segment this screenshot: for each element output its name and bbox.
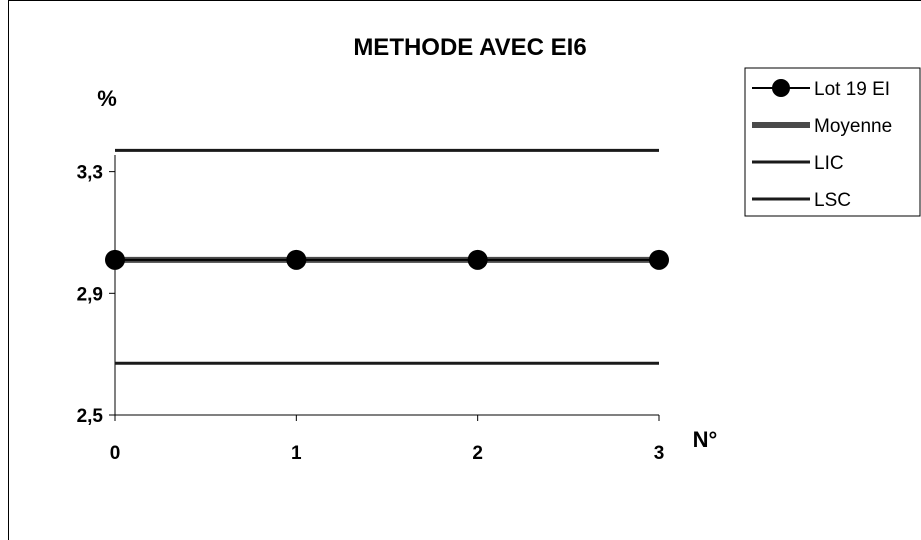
x-tick-label: 0: [110, 443, 121, 464]
y-tick-label: 3,3: [77, 163, 103, 184]
series-layer: [105, 148, 669, 365]
legend: Lot 19 EI Moyenne LIC LSC: [744, 67, 921, 217]
y-tick-label: 2,9: [77, 284, 103, 305]
data-point: [286, 249, 307, 270]
chart-frame: [8, 0, 921, 540]
x-tick-label: 3: [654, 443, 665, 464]
x-axis-label: N°: [693, 427, 718, 452]
y-axis-label: %: [97, 86, 117, 111]
x-tick-label: 2: [472, 443, 483, 464]
data-point: [105, 249, 125, 270]
y-tick-label: 2,5: [77, 406, 104, 427]
legend-label: LSC: [814, 190, 851, 211]
legend-label: Lot 19 EI: [814, 79, 890, 100]
legend-label: Moyenne: [814, 116, 892, 137]
chart-title: METHODE AVEC EI6: [353, 34, 586, 61]
legend-label: LIC: [814, 153, 844, 174]
legend-marker: [772, 79, 790, 97]
data-point: [649, 249, 669, 270]
data-point: [467, 249, 488, 270]
axes: 2,5 2,9 3,3 0 1 2 3: [77, 155, 665, 464]
x-tick-label: 1: [291, 443, 302, 464]
